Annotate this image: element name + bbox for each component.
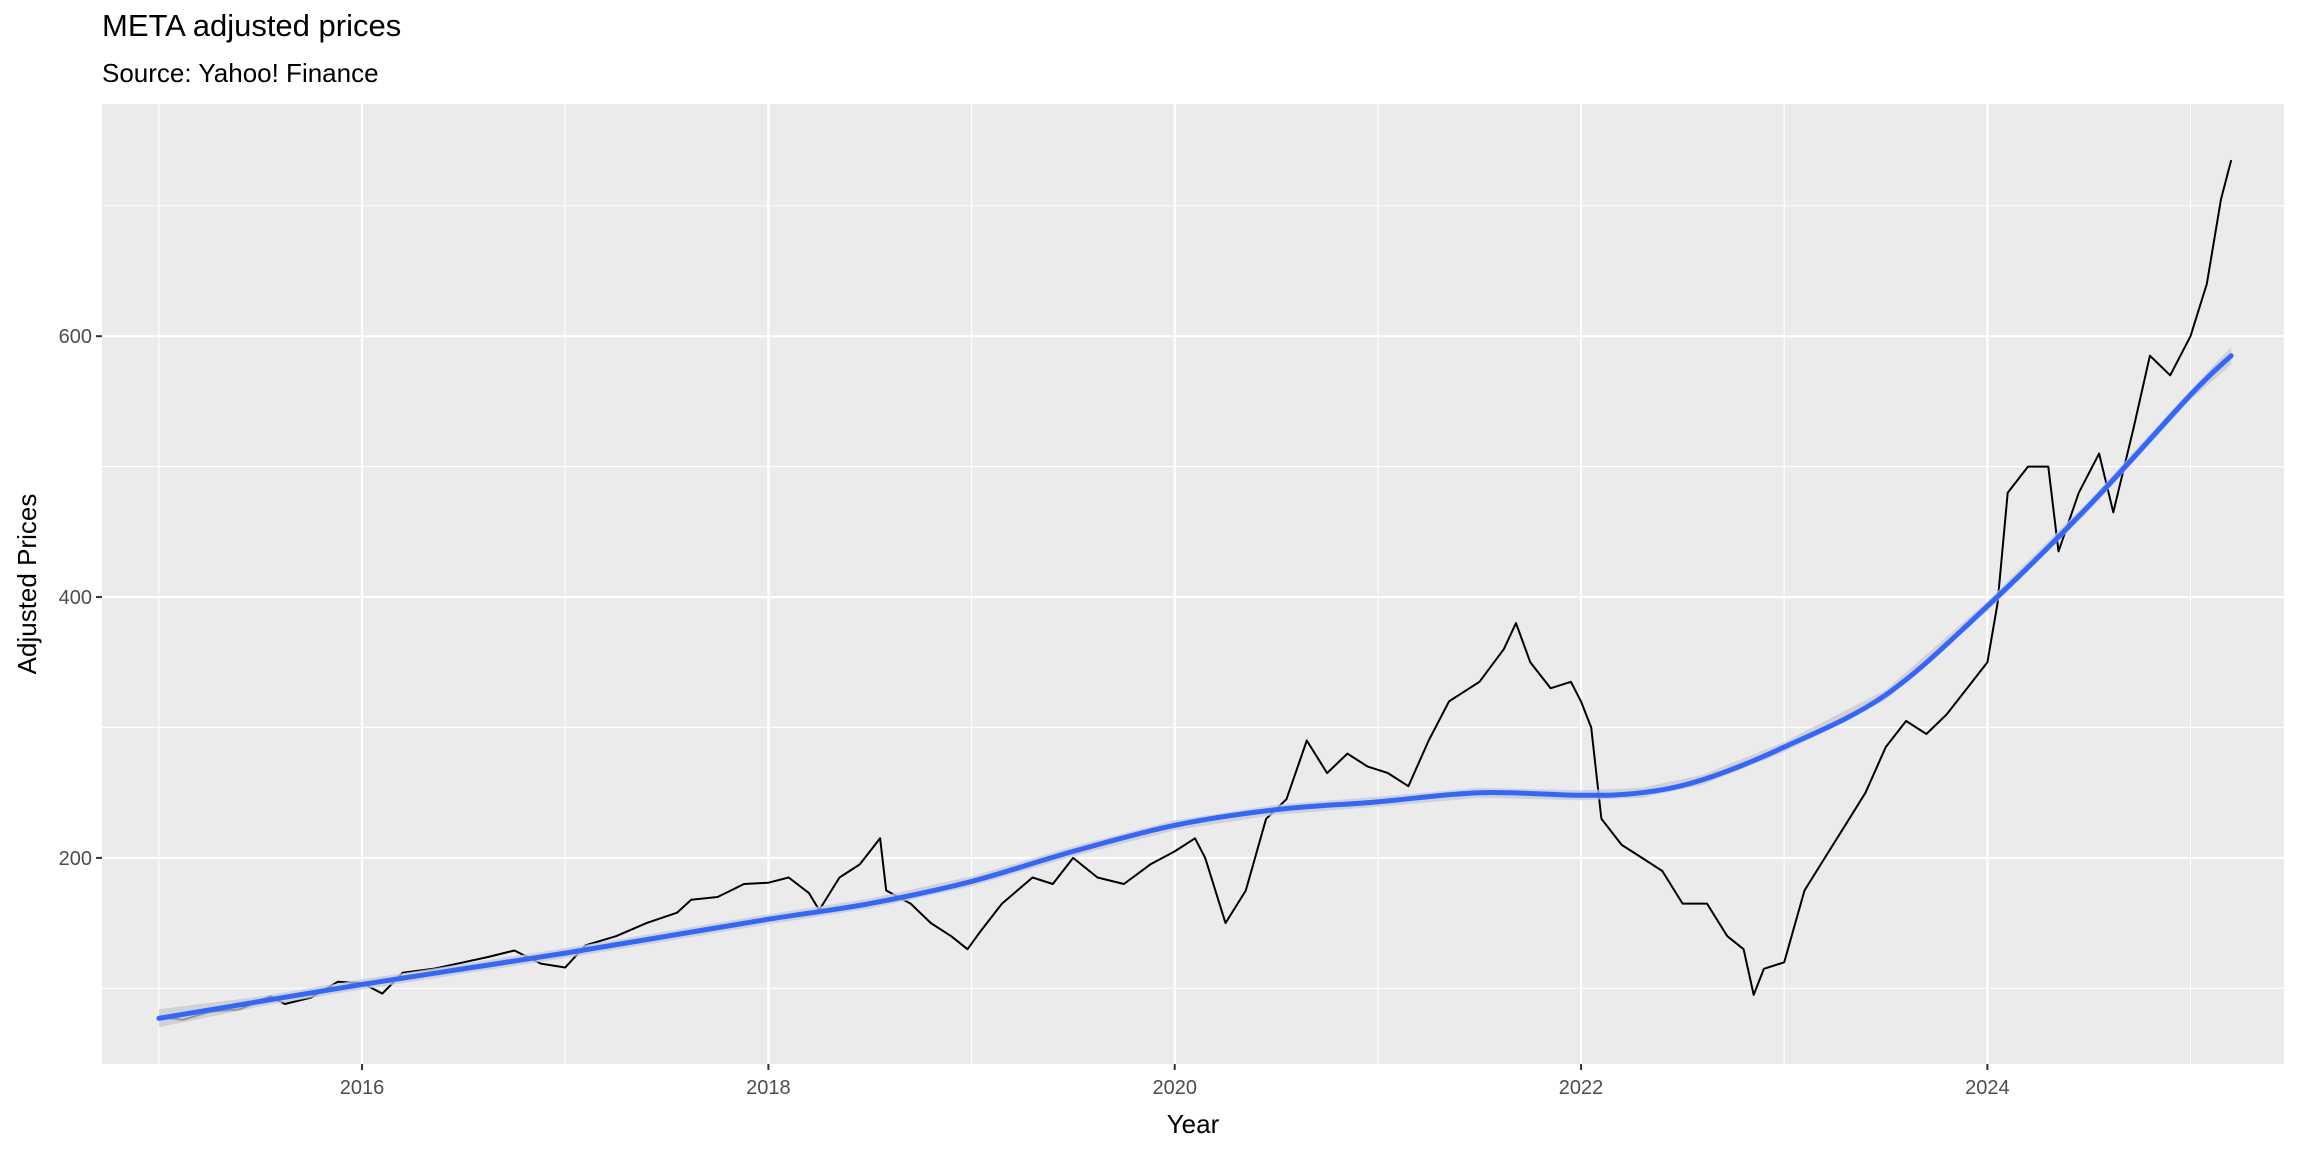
x-tick-label: 2018 xyxy=(746,1077,791,1099)
chart-title: META adjusted prices xyxy=(102,8,402,43)
y-tick-label: 200 xyxy=(59,848,92,870)
y-axis-tick-labels: 200 400 600 xyxy=(59,326,92,870)
plot-panel-background xyxy=(102,104,2284,1064)
x-tick-label: 2016 xyxy=(340,1077,385,1099)
major-gridlines xyxy=(102,104,2284,1064)
x-axis-title: Year xyxy=(1167,1109,1220,1139)
minor-gridlines xyxy=(102,104,2284,1064)
chart-subtitle: Source: Yahoo! Finance xyxy=(102,58,379,88)
x-tick-label: 2024 xyxy=(1965,1077,2010,1099)
x-axis-tick-labels: 2016 2018 2020 2022 2024 xyxy=(340,1077,2010,1099)
x-tick-label: 2022 xyxy=(1559,1077,1604,1099)
y-axis-title: Adjusted Prices xyxy=(12,494,42,675)
x-tick-label: 2020 xyxy=(1152,1077,1197,1099)
y-tick-label: 400 xyxy=(59,587,92,609)
axis-ticks xyxy=(96,335,1989,1070)
data-marks xyxy=(156,159,2234,1028)
smooth-trend-line xyxy=(156,353,2234,1021)
y-tick-label: 600 xyxy=(59,326,92,348)
